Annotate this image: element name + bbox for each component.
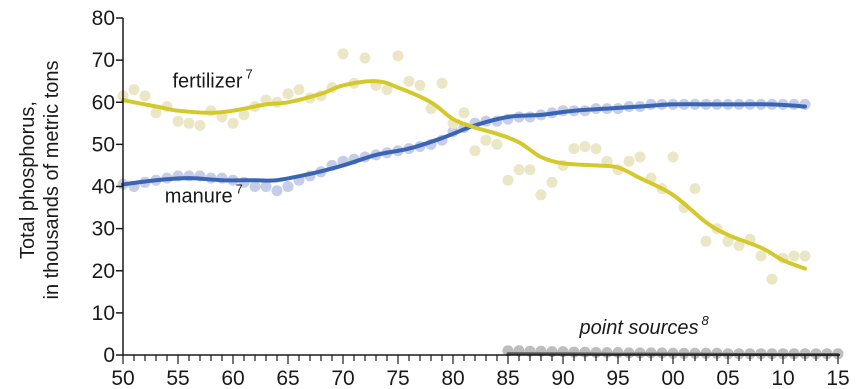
fertilizer-point: [282, 88, 294, 100]
manure-trend-line: [121, 102, 807, 187]
x-tick-label: 95: [606, 367, 629, 389]
fertilizer-point: [172, 115, 184, 127]
fertilizer-point: [359, 52, 371, 64]
fertilizer-point: [689, 183, 701, 195]
x-tick-label: 00: [661, 367, 684, 389]
x-tick-label: 90: [551, 367, 574, 389]
manure-label-superscript: 7: [236, 182, 243, 197]
x-tick-label: 55: [166, 367, 189, 389]
fertilizer-point: [788, 250, 800, 262]
x-tick-label: 60: [221, 367, 244, 389]
fertilizer-point: [491, 138, 503, 150]
x-tick-label: 50: [111, 367, 134, 389]
fertilizer-point: [590, 143, 602, 155]
x-tick-label: 85: [496, 367, 519, 389]
x-tick-label: 10: [771, 367, 794, 389]
y-tick-label: 70: [92, 49, 115, 72]
fertilizer-point: [722, 235, 734, 247]
fertilizer-point: [381, 84, 393, 96]
y-tick-label: 40: [92, 176, 115, 199]
y-tick-label: 20: [92, 260, 115, 283]
manure-point: [271, 185, 283, 197]
fertilizer-label-superscript: 7: [246, 67, 253, 82]
y-tick-label: 60: [92, 91, 115, 114]
fertilizer-point: [337, 48, 349, 60]
fertilizer-label: fertilizer 7: [173, 67, 253, 93]
fertilizer-point: [238, 109, 250, 121]
y-tick-label: 10: [92, 302, 115, 325]
fertilizer-point: [568, 143, 580, 155]
fertilizer-point: [128, 84, 140, 96]
y-tick-label: 0: [103, 344, 115, 367]
fertilizer-point: [513, 164, 525, 176]
y-tick-label: 30: [92, 218, 115, 241]
x-tick-label: 75: [386, 367, 409, 389]
fertilizer-point: [139, 90, 151, 102]
fertilizer-point: [579, 141, 591, 152]
y-tick-label: 50: [92, 133, 115, 156]
fertilizer-point: [623, 155, 635, 167]
fertilizer-point: [436, 77, 448, 89]
fertilizer-point: [733, 240, 745, 251]
x-tick-label: 05: [716, 367, 739, 389]
x-tick-label: 15: [826, 367, 849, 389]
manure-point: [260, 181, 272, 192]
x-tick-label: 80: [441, 367, 464, 389]
fertilizer-point: [700, 235, 712, 247]
fertilizer-point: [392, 50, 404, 62]
fertilizer-point: [535, 189, 547, 201]
series-labels: fertilizer 7 manure 7 point sources 8: [165, 67, 710, 339]
y-axis-title-line2: in thousands of metric tons: [41, 60, 63, 299]
axes: 0 10 20 30 40 50 60 70 80 50 55 60 65 70 75 80 85 90 95 00 0…: [92, 7, 850, 389]
manure-label: manure 7: [165, 182, 243, 208]
fertilizer-point: [667, 151, 679, 163]
fertilizer-point: [755, 250, 767, 262]
fertilizer-point: [546, 176, 558, 188]
fertilizer-point: [458, 107, 470, 119]
fertilizer-trend-line: [121, 79, 807, 271]
fertilizer-point: [194, 119, 206, 131]
point-sources-label: point sources 8: [579, 313, 710, 339]
y-axis-title-line1: Total phosphorus,: [17, 101, 39, 259]
fertilizer-point: [799, 250, 811, 262]
manure-point: [282, 181, 294, 192]
point-sources-label-superscript: 8: [701, 313, 709, 328]
fertilizer-point: [150, 107, 162, 119]
x-tick-label: 65: [276, 367, 299, 389]
y-tick-label: 80: [92, 7, 115, 30]
fertilizer-point: [634, 151, 646, 163]
fertilizer-point: [414, 79, 426, 91]
x-tick-label: 70: [331, 367, 354, 389]
fertilizer-point: [183, 117, 195, 129]
fertilizer-point: [502, 174, 514, 186]
fertilizer-point: [524, 164, 536, 176]
fertilizer-point: [227, 117, 239, 129]
y-axis-title: Total phosphorus, in thousands of metric…: [17, 60, 63, 299]
fertilizer-point: [403, 75, 415, 87]
fertilizer-point: [293, 84, 305, 96]
fertilizer-point: [480, 134, 492, 146]
fertilizer-point: [766, 273, 778, 285]
fertilizer-point: [469, 145, 481, 157]
manure-point: [249, 181, 261, 192]
